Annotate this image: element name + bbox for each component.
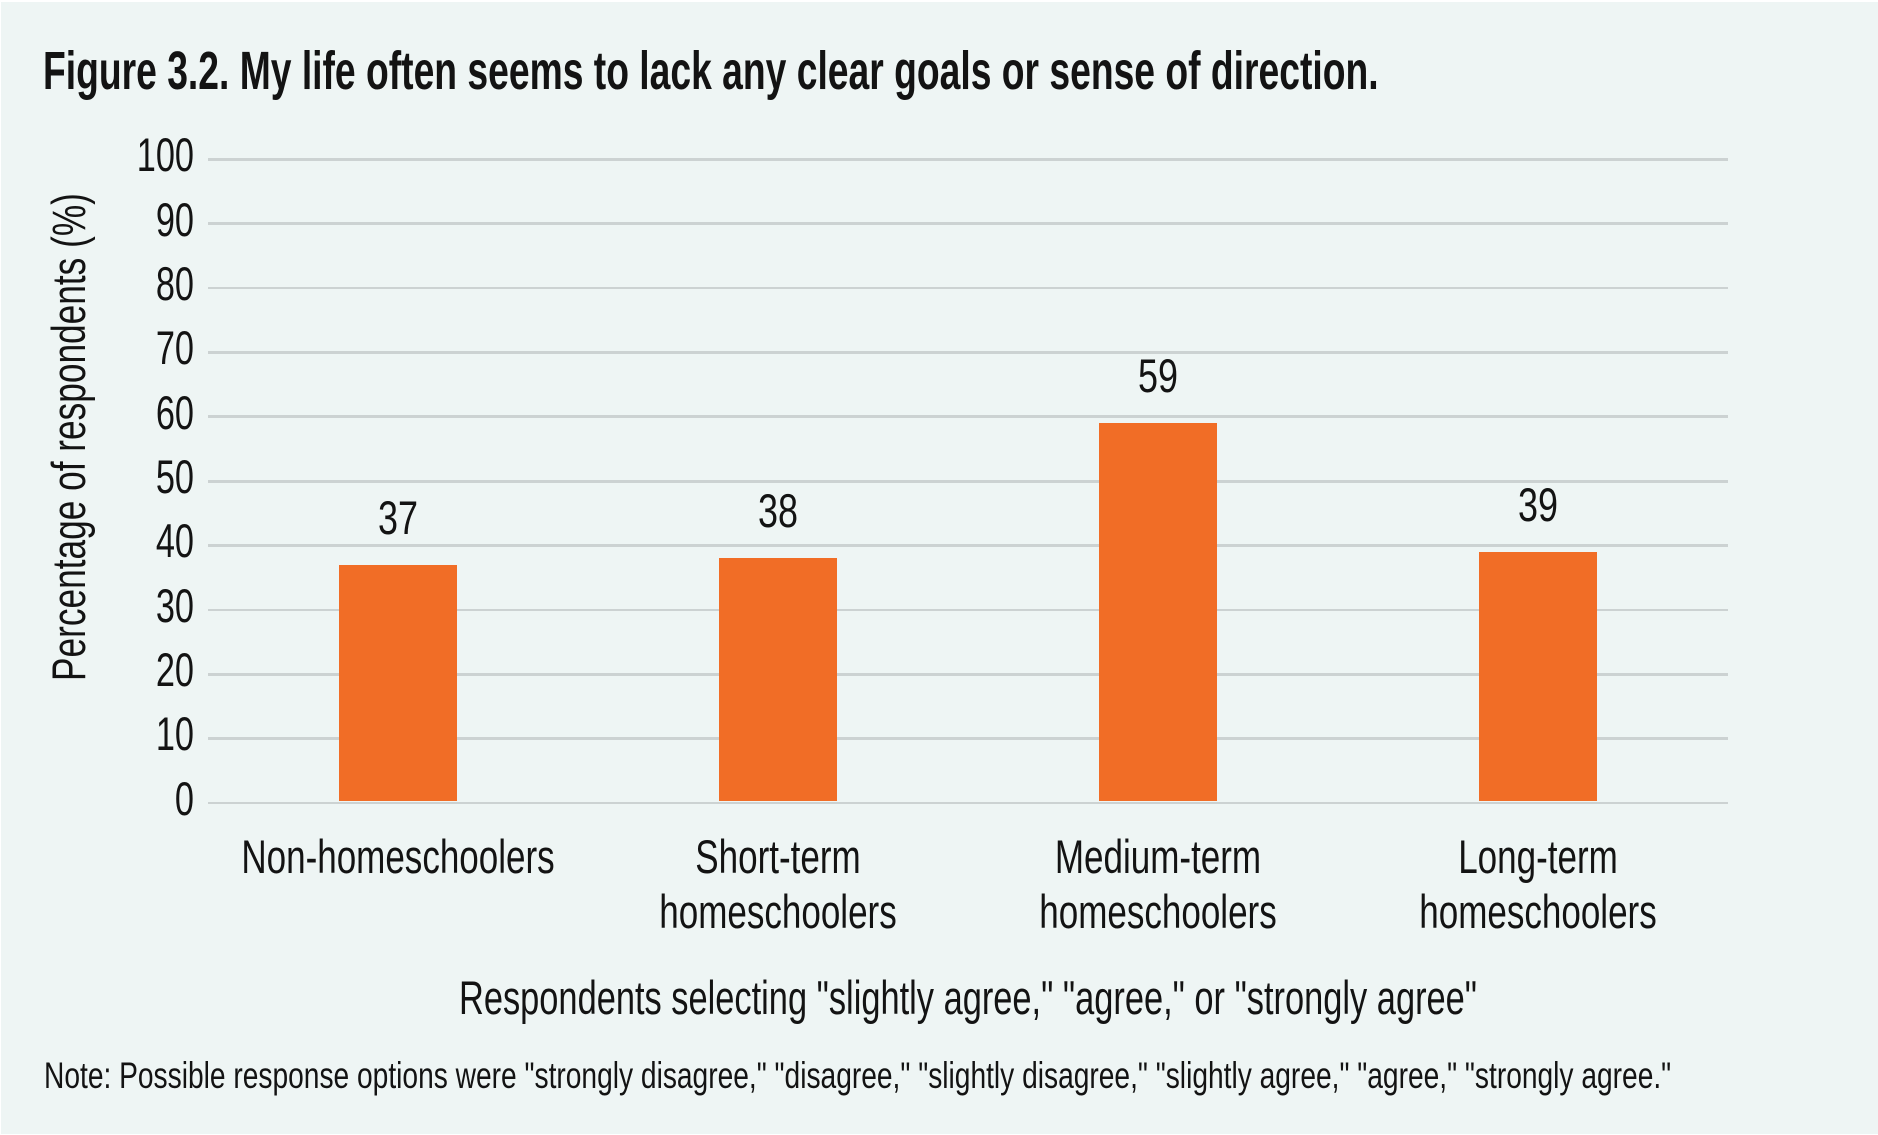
bar-3	[1478, 551, 1597, 802]
gridline-60	[207, 415, 1728, 419]
bar-value-label-0: 37	[377, 490, 418, 544]
y-tick-label-60: 60	[155, 385, 194, 439]
gridline-100	[207, 158, 1728, 161]
gridline-90	[207, 222, 1728, 226]
category-label-2: Medium-term homeschoolers	[1039, 829, 1277, 938]
gridline-40	[207, 544, 1728, 547]
gridline-10	[207, 737, 1728, 740]
y-tick-label-30: 30	[155, 578, 194, 632]
gridline-30	[207, 608, 1728, 612]
figure-note: Note: Possible response options were "st…	[44, 1054, 1672, 1096]
bar-value-label-1: 38	[757, 484, 798, 538]
y-tick-label-20: 20	[155, 643, 194, 697]
category-label-0: Non-homeschoolers	[240, 829, 555, 883]
bar-1	[718, 558, 837, 802]
y-tick-label-50: 50	[155, 450, 194, 504]
bar-value-label-3: 39	[1517, 477, 1558, 531]
y-tick-label-90: 90	[155, 192, 194, 246]
y-tick-label-10: 10	[155, 707, 194, 761]
bar-0	[338, 564, 457, 802]
gridline-80	[207, 286, 1728, 290]
y-tick-label-70: 70	[155, 321, 194, 375]
gridline-50	[207, 479, 1728, 483]
y-tick-label-100: 100	[136, 128, 194, 182]
category-label-3: Long-term homeschoolers	[1419, 829, 1657, 938]
category-label-1: Short-term homeschoolers	[658, 829, 897, 938]
gridline-0	[207, 801, 1728, 805]
figure-title: Figure 3.2. My life often seems to lack …	[42, 40, 1379, 101]
bar-value-label-2: 59	[1137, 349, 1178, 403]
y-tick-label-40: 40	[155, 514, 194, 568]
gridline-70	[207, 351, 1728, 354]
bar-2	[1098, 423, 1217, 802]
x-axis-title: Respondents selecting "slightly agree," …	[458, 971, 1478, 1025]
y-tick-label-0: 0	[174, 771, 194, 825]
gridline-20	[207, 672, 1728, 676]
y-tick-label-80: 80	[155, 257, 194, 311]
